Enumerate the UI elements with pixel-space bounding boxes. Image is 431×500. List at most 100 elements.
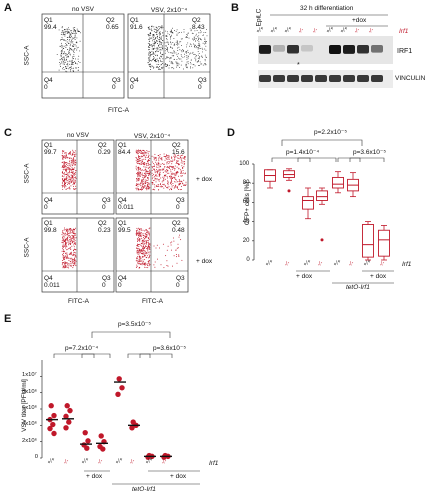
flow-event xyxy=(158,157,160,159)
vinculin-band xyxy=(357,75,369,82)
flow-event xyxy=(138,159,140,161)
flow-event xyxy=(155,181,157,183)
flow-event xyxy=(154,53,156,55)
flow-event xyxy=(166,169,168,170)
flow-event xyxy=(145,174,147,176)
flow-event xyxy=(66,41,68,43)
flow-event xyxy=(75,67,77,69)
flow-event xyxy=(137,233,139,235)
significance-bracket xyxy=(297,157,337,162)
flow-event xyxy=(69,228,71,229)
flow-event xyxy=(177,187,179,189)
flow-event xyxy=(152,180,154,181)
flow-event xyxy=(191,32,193,34)
flow-event xyxy=(73,236,75,238)
panel-e-p-right: p=3.6x10⁻⁵ xyxy=(153,345,187,352)
flow-event xyxy=(146,253,148,255)
flow-event xyxy=(178,154,179,156)
flow-event xyxy=(142,249,144,251)
flow-event xyxy=(148,175,149,177)
flow-event xyxy=(164,170,166,172)
flow-event xyxy=(158,185,160,187)
flow-event xyxy=(162,63,163,65)
flow-event xyxy=(162,53,164,55)
flow-event xyxy=(61,44,63,46)
flow-event xyxy=(67,180,69,182)
flow-event xyxy=(144,150,145,152)
flow-event xyxy=(174,169,176,171)
flow-event xyxy=(72,178,74,180)
flow-event xyxy=(147,180,149,181)
flow-event xyxy=(153,168,155,170)
flow-event xyxy=(200,63,202,65)
flow-event xyxy=(63,184,65,186)
flow-event xyxy=(148,184,150,186)
flow-event xyxy=(145,152,147,154)
flow-event xyxy=(141,172,143,174)
flow-event xyxy=(146,231,148,233)
flow-event xyxy=(66,262,68,264)
flow-event xyxy=(65,243,67,245)
flow-event xyxy=(186,56,188,58)
flow-event xyxy=(153,40,155,42)
flow-event xyxy=(184,158,186,160)
flow-event xyxy=(171,156,173,158)
flow-event xyxy=(170,187,172,189)
flow-event xyxy=(65,256,67,258)
flow-event xyxy=(71,169,73,171)
flow-event xyxy=(159,49,161,50)
flow-event xyxy=(72,264,74,266)
flow-event xyxy=(149,47,151,48)
flow-event xyxy=(76,28,78,30)
flow-event xyxy=(67,165,69,166)
flow-event xyxy=(65,68,67,70)
flow-event xyxy=(137,183,139,185)
flow-event xyxy=(65,152,67,154)
flow-event xyxy=(151,43,153,45)
flow-event xyxy=(69,241,71,243)
flow-event xyxy=(143,235,145,237)
flow-event xyxy=(190,63,192,65)
flow-event xyxy=(158,165,160,167)
flow-event xyxy=(153,56,155,58)
panel-a-q4-b: Q4 0 xyxy=(130,77,139,91)
flow-event xyxy=(69,236,70,238)
flow-event xyxy=(62,161,64,163)
flow-event xyxy=(68,32,70,33)
flow-event xyxy=(199,38,201,40)
flow-event xyxy=(62,266,64,268)
flow-event xyxy=(148,167,150,169)
flow-event xyxy=(164,42,166,44)
flow-event xyxy=(142,247,144,249)
flow-event xyxy=(166,170,168,172)
flow-event xyxy=(178,168,180,170)
flow-event xyxy=(75,32,77,34)
flow-event xyxy=(136,183,138,185)
flow-event xyxy=(145,183,146,185)
flow-event xyxy=(61,232,63,234)
flow-event xyxy=(176,63,178,65)
flow-event xyxy=(199,65,201,67)
flow-event xyxy=(176,34,178,36)
flow-event xyxy=(63,249,64,251)
flow-event xyxy=(74,60,75,62)
flow-event xyxy=(178,183,180,185)
flow-event xyxy=(149,260,151,262)
flow-event xyxy=(61,166,63,167)
flow-event xyxy=(194,38,195,40)
flow-event xyxy=(62,171,63,173)
flow-event xyxy=(68,181,70,182)
flow-event xyxy=(190,67,192,69)
flow-event xyxy=(71,42,73,44)
flow-event xyxy=(63,168,65,170)
flow-event xyxy=(65,253,67,255)
flow-event xyxy=(138,172,140,174)
flow-event xyxy=(156,163,158,165)
flow-event xyxy=(193,38,195,40)
flow-event xyxy=(138,157,139,159)
flow-event xyxy=(138,155,140,157)
flow-event xyxy=(77,58,79,60)
flow-event xyxy=(65,241,67,243)
flow-event xyxy=(158,173,160,175)
flow-event xyxy=(177,44,178,46)
